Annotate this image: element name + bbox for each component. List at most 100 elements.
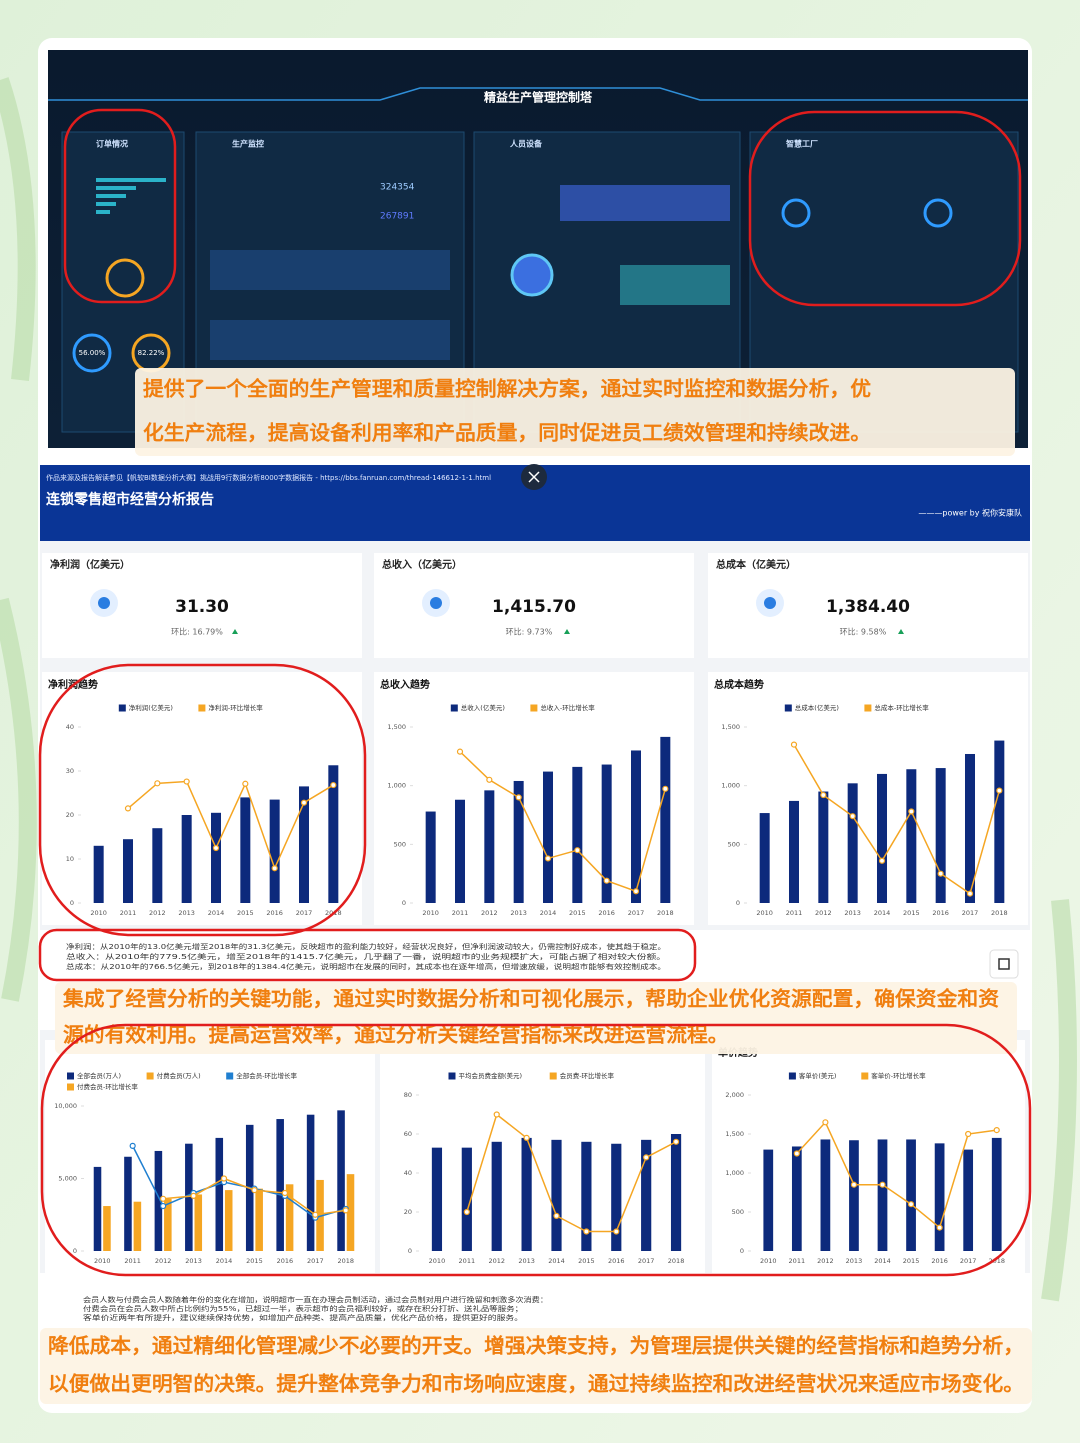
legend-swatch — [530, 704, 538, 712]
x-tick-label: 2016 — [598, 909, 615, 917]
line-point — [330, 781, 337, 789]
x-tick-label: 2016 — [266, 909, 283, 917]
bar — [935, 768, 946, 903]
x-tick-label: 2012 — [155, 1257, 172, 1265]
gauge — [72, 333, 112, 373]
legend-swatch — [226, 1072, 234, 1080]
bar — [337, 1110, 345, 1251]
dashboard-decor — [96, 178, 730, 360]
kpi-label: 总收入（亿美元） — [382, 558, 462, 571]
bar — [818, 791, 829, 903]
report-source: 作品来源及报告解读参见【帆软BI数据分析大赛】挑战用9行数据分析8000字数据报… — [46, 473, 491, 482]
line — [793, 744, 1001, 895]
legend-swatch — [784, 704, 792, 712]
gauge — [923, 198, 953, 228]
fullscreen-button[interactable] — [989, 949, 1019, 979]
x-tick-label: 2013 — [185, 1257, 202, 1265]
x-tick-label: 2018 — [657, 909, 674, 917]
y-tick-label: 0 — [402, 899, 406, 907]
caption-box — [135, 368, 1015, 456]
decor-bar — [96, 202, 116, 206]
kpi-label: 总成本（亿美元） — [716, 558, 796, 571]
line-point — [936, 1224, 943, 1231]
caption-text: 化生产流程，提高设备利用率和产品质量，同时促进员工绩效管理和持续改进。 — [143, 421, 871, 445]
x-tick-label: 2014 — [540, 909, 557, 917]
line-point — [793, 1150, 800, 1157]
legend-swatch — [67, 1072, 74, 1080]
x-tick-label: 2012 — [488, 1257, 505, 1265]
line-point — [220, 1175, 228, 1182]
bar — [484, 790, 495, 903]
x-tick-label: 2010 — [422, 909, 439, 917]
bar — [820, 1139, 831, 1251]
line-point — [993, 1126, 1000, 1134]
bar — [601, 764, 612, 903]
bar — [994, 740, 1005, 903]
legend-label: 客单价-环比增长率 — [871, 1071, 926, 1080]
bar — [847, 783, 858, 903]
caption-text: 源的有效利用。提高运营效率，通过分析关键经营指标来改进运营流程。 — [63, 1023, 729, 1047]
decor-block — [210, 320, 450, 360]
legend-label: 付费会员(万人) — [157, 1071, 201, 1080]
analysis-note: 总成本：从2010年的766.5亿美元，到2018年的1384.4亿美元，说明超… — [66, 962, 666, 971]
highlight-oval — [38, 663, 367, 937]
legend-swatch — [146, 1072, 154, 1080]
bar — [611, 1143, 622, 1251]
bar — [425, 811, 436, 903]
legend-swatch — [864, 704, 872, 712]
bar — [551, 1139, 562, 1251]
line-point — [643, 1154, 650, 1161]
y-tick-label: 1,000 — [725, 1169, 744, 1177]
fullscreen-icon — [998, 958, 1010, 970]
line-point — [879, 1181, 886, 1188]
bar — [269, 799, 280, 903]
decor-bar — [96, 186, 136, 190]
line-point — [124, 805, 132, 812]
line-point — [907, 1201, 915, 1208]
highlight-oval — [63, 108, 177, 304]
legend-label: 总收入-环比增长率 — [540, 703, 595, 712]
bar — [963, 1149, 974, 1251]
line-point — [849, 813, 856, 820]
bar — [328, 765, 339, 903]
line-point — [878, 857, 886, 864]
bar — [93, 1166, 102, 1251]
legend-label: 全部会员(万人) — [77, 1071, 121, 1080]
x-tick-label: 2011 — [789, 1257, 806, 1265]
legend-swatch — [861, 1072, 869, 1080]
bar — [316, 1179, 324, 1251]
chart-card — [380, 1040, 705, 1273]
panel-title: 订单情况 — [96, 139, 128, 149]
gauge — [781, 198, 811, 228]
x-tick-label: 2016 — [932, 909, 949, 917]
legend-swatch — [788, 1072, 796, 1080]
kpi-label: 净利润（亿美元） — [50, 558, 130, 571]
bar — [630, 750, 642, 903]
y-tick-label: 1,500 — [725, 1130, 744, 1138]
y-tick-label: 0 — [736, 899, 740, 907]
bar — [991, 1137, 1002, 1251]
line-point — [154, 780, 161, 787]
line-point — [672, 1138, 680, 1145]
x-tick-label: 2011 — [124, 1257, 141, 1265]
bar — [133, 1201, 142, 1251]
dashboard-title: 精益生产管理控制塔 — [484, 90, 593, 105]
legend-label: 总收入(亿美元) — [461, 703, 505, 712]
line-point — [183, 778, 190, 785]
x-tick-label: 2016 — [931, 1257, 948, 1265]
bar — [491, 1141, 502, 1251]
bar — [513, 780, 524, 903]
x-tick-label: 2011 — [459, 1257, 476, 1265]
y-tick-label: 500 — [394, 840, 406, 848]
legend-label: 总成本(亿美元) — [795, 703, 839, 712]
y-tick-label: 0 — [70, 899, 74, 907]
legend-swatch — [67, 1083, 74, 1091]
bar — [906, 769, 917, 903]
line-point — [908, 808, 915, 815]
x-tick-label: 2018 — [991, 909, 1008, 917]
line-point — [583, 1228, 590, 1235]
x-tick-label: 2011 — [120, 909, 137, 917]
line-point — [463, 1208, 470, 1216]
